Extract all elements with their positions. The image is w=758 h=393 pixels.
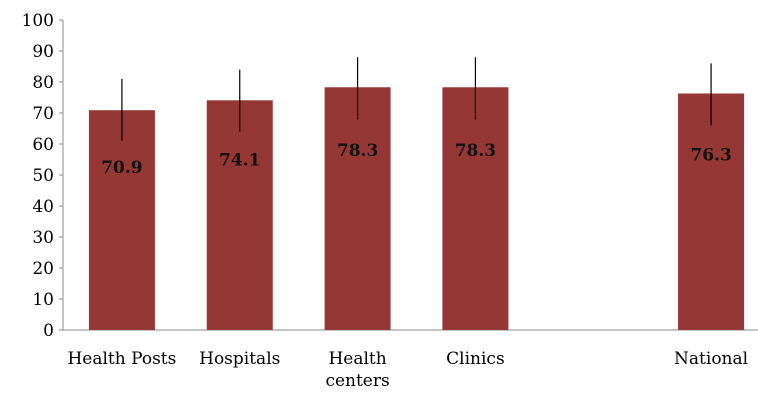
y-tick-label: 90 <box>32 42 54 62</box>
y-tick-label: 70 <box>32 104 54 124</box>
y-tick-label: 40 <box>32 197 54 217</box>
x-tick-label: Clinics <box>446 349 505 369</box>
data-label: 78.3 <box>337 141 378 161</box>
y-tick-label: 10 <box>32 290 54 310</box>
x-tick-label: Hospitals <box>199 349 280 369</box>
y-tick-label: 100 <box>22 11 54 31</box>
y-tick-label: 80 <box>32 73 54 93</box>
y-tick-label: 50 <box>32 166 54 186</box>
y-tick-label: 0 <box>43 321 54 341</box>
x-tick-label: Health <box>328 349 386 369</box>
x-tick-label: centers <box>325 371 389 391</box>
data-label: 76.3 <box>690 146 731 166</box>
bar <box>678 93 745 330</box>
x-tick-label: Health Posts <box>67 349 176 369</box>
data-label: 70.9 <box>101 158 142 178</box>
bar <box>206 100 273 330</box>
y-tick-label: 60 <box>32 135 54 155</box>
bar <box>324 87 391 331</box>
y-tick-label: 30 <box>32 228 54 248</box>
x-tick-label: National <box>674 349 748 369</box>
data-label: 78.3 <box>455 141 496 161</box>
bar <box>442 87 509 331</box>
data-label: 74.1 <box>219 151 260 171</box>
bar <box>88 110 155 331</box>
y-tick-label: 20 <box>32 259 54 279</box>
